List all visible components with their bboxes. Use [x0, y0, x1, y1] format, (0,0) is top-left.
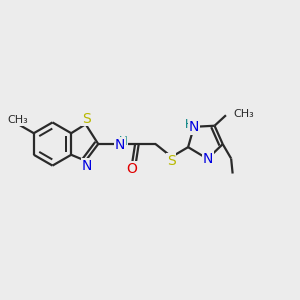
Text: H: H — [119, 135, 128, 148]
Text: N: N — [203, 152, 213, 166]
Text: H: H — [185, 118, 194, 131]
Text: N: N — [82, 159, 92, 172]
Text: N: N — [189, 120, 199, 134]
Text: S: S — [167, 154, 176, 168]
Text: CH₃: CH₃ — [233, 109, 254, 119]
Text: N: N — [115, 138, 125, 152]
Text: S: S — [82, 112, 91, 126]
Text: CH₃: CH₃ — [8, 115, 29, 125]
Text: O: O — [126, 162, 137, 176]
